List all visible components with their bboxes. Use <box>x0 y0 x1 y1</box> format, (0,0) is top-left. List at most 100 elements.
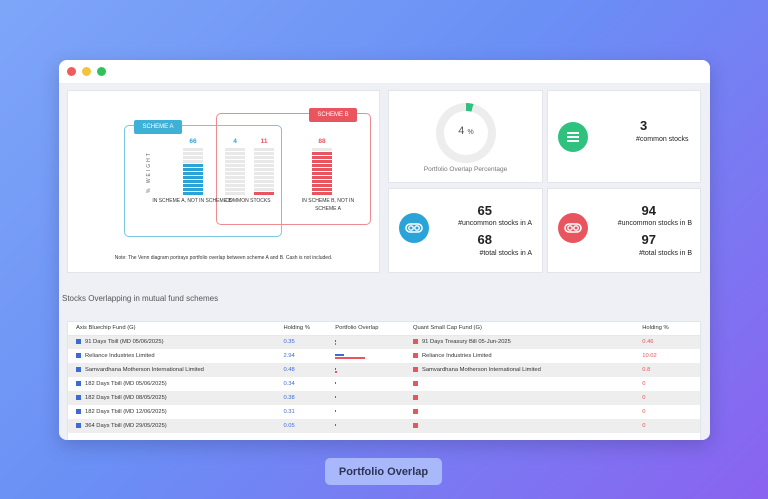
bar-segment <box>183 176 203 179</box>
bar-segment <box>312 184 332 187</box>
overlap-bar-a <box>335 353 345 356</box>
overlap-bars <box>327 335 405 349</box>
holding-a-value: 2.94 <box>283 353 295 359</box>
holding-a-value: 0.38 <box>275 391 328 405</box>
bar-segment <box>225 160 245 163</box>
total-a-label: #total stocks in A <box>479 250 532 257</box>
fund-a-stock: 182 Days Tbill (MD 12/06/2025) <box>68 405 275 419</box>
fund-a-stock: Reliance Industries Limited <box>68 349 275 363</box>
header-portfolio-overlap[interactable]: Portfolio Overlap <box>327 322 405 336</box>
header-holding-a[interactable]: Holding % <box>275 322 328 336</box>
fund-a-marker <box>76 352 81 358</box>
overlap-bars <box>327 349 405 363</box>
bar-segment <box>254 188 274 191</box>
table-row[interactable]: 364 Days Tbill (MD 29/05/2025) 0.05 0 <box>68 419 700 433</box>
b-only-caption: IN SCHEME B, NOT IN SCHEME A <box>301 198 355 212</box>
holding-b-value: 0 <box>634 391 700 405</box>
overlap-table-card: Axis Bluechip Fund (G) Holding % Portfol… <box>67 321 701 440</box>
a-only-value: 66 <box>189 138 197 145</box>
common-count: 3 <box>640 118 648 133</box>
bar-segment <box>312 176 332 179</box>
overlap-bar-b <box>335 370 338 373</box>
fund-a-stock: 182 Days Tbill (MD 05/06/2025) <box>68 377 275 391</box>
overlap-percentage-card: 4 % Portfolio Overlap Percentage <box>388 90 543 183</box>
bar-segment <box>225 172 245 175</box>
common-b-weight-bar <box>254 148 274 195</box>
close-window-button[interactable] <box>67 67 76 76</box>
fund-b-stock <box>404 391 635 405</box>
overlap-bars <box>327 405 405 419</box>
scheme-b-label: SCHEME B <box>309 108 357 122</box>
common-b-value: 11 <box>260 138 268 145</box>
maximize-window-button[interactable] <box>97 67 106 76</box>
holding-b-value: 0 <box>642 381 646 387</box>
uncommon-a-count: 65 <box>477 203 492 218</box>
holding-b-value: 0.8 <box>634 363 700 377</box>
venn-diagram-card: SCHEME A SCHEME B % WEIGHT 66 4 11 88 IN… <box>67 90 380 273</box>
uncommon-b-label: #uncommon stocks in B <box>617 220 692 227</box>
common-a-weight-bar <box>225 148 245 195</box>
bar-segment <box>312 152 332 155</box>
uncommon-b-count: 94 <box>641 203 656 218</box>
overlap-value: 4 % <box>458 125 474 137</box>
list-icon <box>558 122 588 152</box>
bar-segment <box>254 180 274 183</box>
header-holding-b[interactable]: Holding % <box>634 322 700 336</box>
holding-b-value: 10.02 <box>642 353 657 359</box>
bar-segment <box>254 176 274 179</box>
holding-b-value: 0 <box>642 409 646 415</box>
overlap-bar-a <box>335 395 337 398</box>
bar-segment <box>254 156 274 159</box>
bar-segment <box>254 192 274 195</box>
minimize-window-button[interactable] <box>82 67 91 76</box>
table-row[interactable]: 91 Days Tbill (MD 05/06/2025) 0.35 91 Days… <box>68 335 700 349</box>
overlap-caption: Portfolio Overlap Percentage <box>423 166 508 173</box>
overlap-bar-b <box>335 356 366 359</box>
fund-a-marker <box>76 422 81 428</box>
bar-segment <box>312 180 332 183</box>
common-a-value: 4 <box>233 138 237 145</box>
total-b-count: 97 <box>641 232 656 247</box>
holding-a-value: 0.35 <box>275 335 328 349</box>
fund-b-marker <box>412 352 418 358</box>
holding-b-value: 0.46 <box>634 335 700 349</box>
bar-segment <box>225 192 245 195</box>
toggle-icon <box>558 213 588 243</box>
portfolio-overlap-badge[interactable]: Portfolio Overlap <box>325 458 442 485</box>
bar-segment <box>183 156 203 159</box>
venn-note: Note: The Venn diagram portrays portfoli… <box>114 255 333 261</box>
table-row[interactable]: Samvardhana Motherson International Limi… <box>68 363 700 377</box>
uncommon-a-label: #uncommon stocks in A <box>458 220 532 227</box>
a-only-caption: IN SCHEME A, NOT IN SCHEME B <box>152 198 232 204</box>
uncommon-a-card: 65 #uncommon stocks in A 68 #total stock… <box>388 188 543 273</box>
bar-segment <box>183 172 203 175</box>
fund-a-stock: 91 Days Tbill (MD 05/06/2025) <box>68 335 276 349</box>
bar-segment <box>312 192 332 195</box>
bar-segment <box>312 156 332 159</box>
bar-segment <box>312 164 332 167</box>
fund-a-marker <box>76 380 81 386</box>
table-row[interactable]: Reliance Industries Limited 2.94 Reliance … <box>68 349 700 363</box>
bar-segment <box>254 168 274 171</box>
fund-b-marker <box>412 366 418 372</box>
overlap-bar-a <box>335 409 337 412</box>
scheme-b-region <box>216 113 371 225</box>
bar-segment <box>312 160 332 163</box>
overlap-bar-b <box>335 342 337 345</box>
bar-segment <box>312 172 332 175</box>
header-fund-b[interactable]: Quant Small Cap Fund (G) <box>404 322 635 336</box>
fund-b-stock <box>404 419 635 433</box>
header-fund-a[interactable]: Axis Bluechip Fund (G) <box>68 322 276 336</box>
title-bar <box>59 60 710 84</box>
table-row[interactable]: 182 Days Tbill (MD 12/06/2025) 0.31 0 <box>68 405 700 419</box>
common-stocks-card: 3 #common stocks <box>547 90 701 183</box>
bar-segment <box>225 176 245 179</box>
total-b-label: #total stocks in B <box>639 250 692 257</box>
overlap-bars <box>327 377 405 391</box>
table-row[interactable]: 182 Days Tbill (MD 08/05/2025) 0.38 0 <box>68 391 700 405</box>
fund-b-marker <box>412 422 418 428</box>
total-a-count: 68 <box>477 232 492 247</box>
b-only-weight-bar <box>312 148 332 195</box>
table-row[interactable]: 182 Days Tbill (MD 05/06/2025) 0.34 0 <box>68 377 700 391</box>
bar-segment <box>183 180 203 183</box>
